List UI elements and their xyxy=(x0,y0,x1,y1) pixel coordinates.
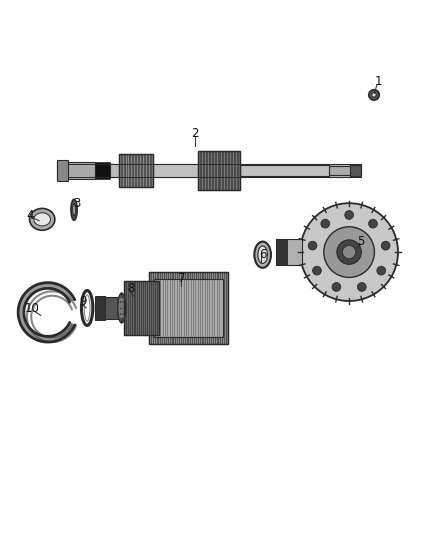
Polygon shape xyxy=(57,161,95,179)
Polygon shape xyxy=(350,165,361,176)
Circle shape xyxy=(343,246,356,259)
Ellipse shape xyxy=(73,204,75,216)
Text: 3: 3 xyxy=(74,197,81,209)
Text: 5: 5 xyxy=(357,235,364,248)
Polygon shape xyxy=(95,296,106,320)
Ellipse shape xyxy=(369,90,379,100)
Circle shape xyxy=(332,282,341,292)
Circle shape xyxy=(308,241,317,250)
Circle shape xyxy=(337,240,361,264)
Text: 7: 7 xyxy=(178,272,186,285)
Ellipse shape xyxy=(71,199,77,220)
Polygon shape xyxy=(329,166,361,175)
Ellipse shape xyxy=(254,241,271,268)
Ellipse shape xyxy=(34,213,50,226)
Circle shape xyxy=(357,282,366,292)
Circle shape xyxy=(381,241,390,250)
Text: 1: 1 xyxy=(374,75,382,88)
Circle shape xyxy=(313,266,321,275)
Circle shape xyxy=(300,203,398,301)
Polygon shape xyxy=(149,272,228,344)
Polygon shape xyxy=(276,239,287,265)
Text: 4: 4 xyxy=(27,209,34,222)
Ellipse shape xyxy=(258,246,268,263)
Polygon shape xyxy=(90,164,359,177)
Polygon shape xyxy=(120,154,152,187)
Polygon shape xyxy=(95,297,124,319)
Circle shape xyxy=(377,266,385,275)
Polygon shape xyxy=(198,151,240,190)
Polygon shape xyxy=(276,239,302,265)
Text: 8: 8 xyxy=(127,282,134,295)
Circle shape xyxy=(321,219,330,228)
Polygon shape xyxy=(57,159,68,181)
Ellipse shape xyxy=(118,293,126,323)
Ellipse shape xyxy=(29,208,55,230)
Polygon shape xyxy=(124,281,159,335)
Ellipse shape xyxy=(372,93,376,97)
Polygon shape xyxy=(153,279,223,337)
Polygon shape xyxy=(240,165,329,176)
Polygon shape xyxy=(18,282,75,342)
Text: 9: 9 xyxy=(79,295,87,308)
Circle shape xyxy=(345,211,353,220)
Circle shape xyxy=(324,227,374,277)
Text: 2: 2 xyxy=(191,127,199,140)
Circle shape xyxy=(369,219,377,228)
Text: 6: 6 xyxy=(259,248,266,261)
Polygon shape xyxy=(110,164,120,177)
Polygon shape xyxy=(95,161,110,179)
Polygon shape xyxy=(152,164,198,177)
Text: 10: 10 xyxy=(25,302,39,316)
